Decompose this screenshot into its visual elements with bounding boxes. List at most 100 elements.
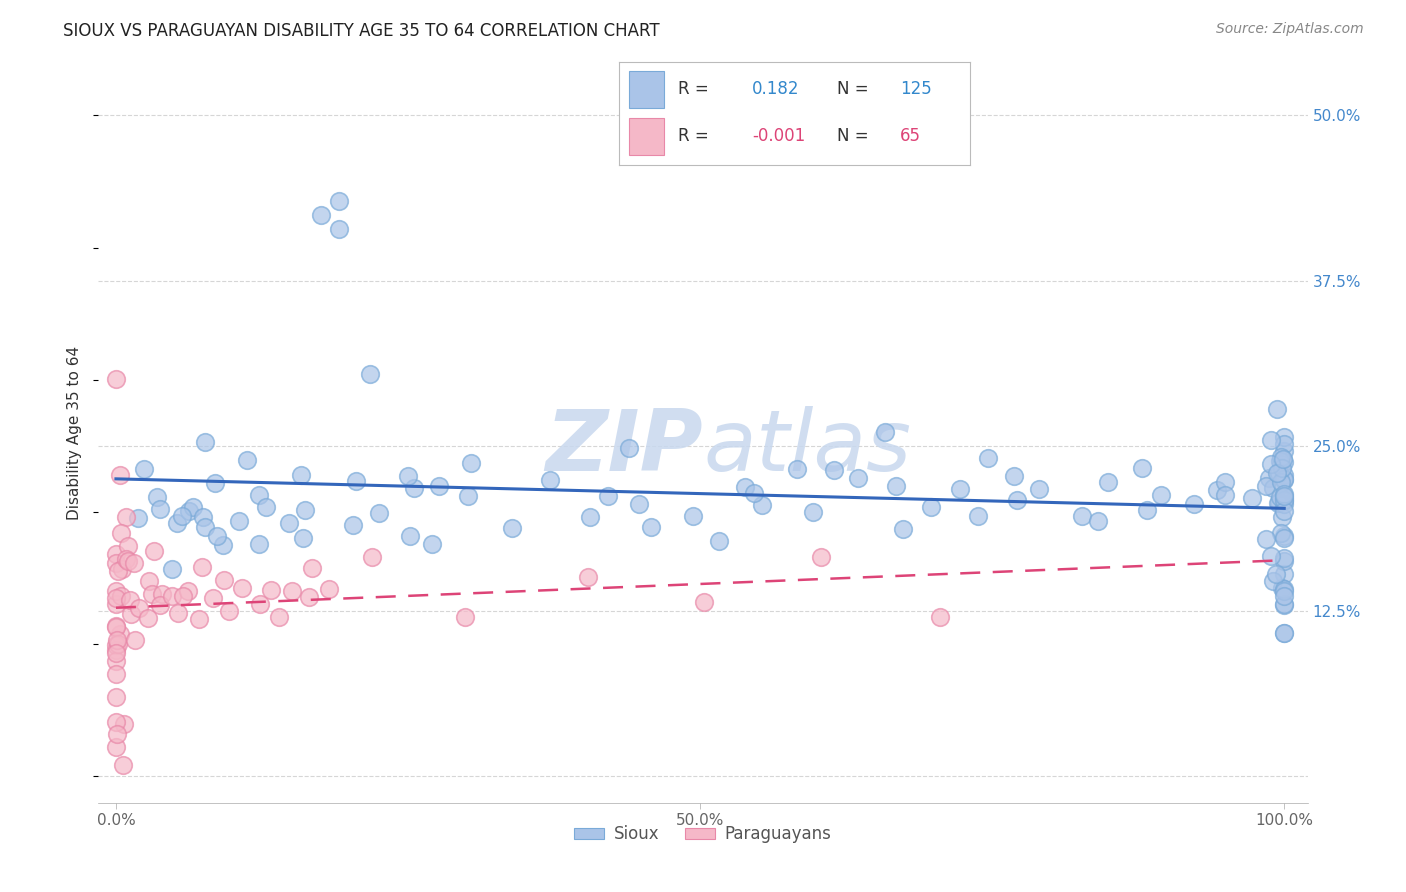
Point — [110, 467, 132, 482]
Point — [142, 544, 165, 558]
Point — [105, 727, 128, 741]
Point — [891, 522, 914, 536]
Point — [1272, 567, 1295, 582]
Point — [104, 638, 127, 652]
Text: R =: R = — [678, 80, 709, 98]
Text: atlas: atlas — [703, 406, 911, 489]
Point — [228, 514, 250, 528]
Point — [1265, 402, 1288, 417]
Point — [112, 717, 135, 731]
Point — [1271, 581, 1294, 595]
Point — [579, 510, 602, 524]
Point — [742, 486, 765, 500]
Point — [107, 637, 129, 651]
Point — [111, 758, 134, 772]
Point — [1272, 487, 1295, 501]
Point — [146, 490, 169, 504]
Point — [120, 592, 142, 607]
Point — [1272, 429, 1295, 443]
Point — [328, 194, 350, 208]
Point — [298, 590, 321, 604]
Point — [194, 520, 217, 534]
Point — [538, 473, 561, 487]
Point — [160, 589, 183, 603]
Point — [1272, 473, 1295, 487]
Point — [1270, 475, 1292, 489]
Point — [104, 654, 127, 668]
Point — [149, 501, 172, 516]
Point — [1270, 526, 1292, 541]
Point — [751, 498, 773, 512]
Point — [179, 503, 201, 517]
Point — [218, 604, 240, 618]
Point — [1272, 491, 1295, 506]
Point — [1265, 467, 1288, 481]
Text: 0.182: 0.182 — [752, 80, 800, 98]
Point — [104, 547, 127, 561]
Point — [801, 505, 824, 519]
Point — [1271, 451, 1294, 466]
Point — [128, 600, 150, 615]
Point — [141, 587, 163, 601]
Point — [1205, 483, 1227, 497]
Point — [1272, 471, 1295, 485]
Point — [104, 619, 127, 633]
Point — [627, 497, 650, 511]
Point — [1270, 457, 1292, 471]
Point — [280, 583, 302, 598]
Text: Source: ZipAtlas.com: Source: ZipAtlas.com — [1216, 22, 1364, 37]
Point — [111, 561, 134, 575]
Point — [1002, 469, 1025, 483]
Point — [191, 510, 214, 524]
Point — [786, 462, 808, 476]
Point — [177, 584, 200, 599]
Point — [823, 463, 845, 477]
Point — [617, 441, 640, 455]
Point — [122, 556, 145, 570]
Point — [1272, 493, 1295, 508]
Point — [1150, 488, 1173, 502]
Point — [167, 606, 190, 620]
Point — [1268, 494, 1291, 508]
Point — [1270, 450, 1292, 465]
Text: -0.001: -0.001 — [752, 128, 806, 145]
Point — [1215, 475, 1237, 490]
Point — [136, 611, 159, 625]
Point — [1070, 508, 1092, 523]
Point — [247, 488, 270, 502]
Point — [104, 372, 127, 386]
Point — [278, 516, 301, 531]
Point — [682, 509, 704, 524]
Point — [1264, 567, 1286, 582]
Point — [104, 556, 127, 570]
Point — [204, 475, 226, 490]
Point — [361, 550, 384, 565]
Point — [1136, 503, 1159, 517]
Point — [884, 479, 907, 493]
Point — [104, 715, 127, 730]
Point — [104, 643, 127, 657]
Text: 65: 65 — [900, 128, 921, 145]
Point — [1272, 529, 1295, 543]
Point — [149, 598, 172, 612]
Point — [188, 612, 211, 626]
Point — [846, 470, 869, 484]
Point — [170, 508, 193, 523]
Y-axis label: Disability Age 35 to 64: Disability Age 35 to 64 — [67, 345, 83, 520]
Point — [1213, 488, 1236, 502]
Point — [260, 582, 283, 597]
Point — [1270, 491, 1292, 505]
Bar — [630, 70, 664, 108]
Point — [1271, 510, 1294, 524]
Point — [117, 540, 139, 554]
Point — [976, 451, 998, 466]
Text: 125: 125 — [900, 80, 932, 98]
Point — [104, 620, 127, 634]
Point — [1272, 626, 1295, 640]
Point — [873, 425, 896, 439]
Point — [707, 534, 730, 549]
Point — [1272, 590, 1295, 604]
Point — [124, 633, 146, 648]
Point — [269, 609, 291, 624]
Point — [967, 509, 990, 524]
